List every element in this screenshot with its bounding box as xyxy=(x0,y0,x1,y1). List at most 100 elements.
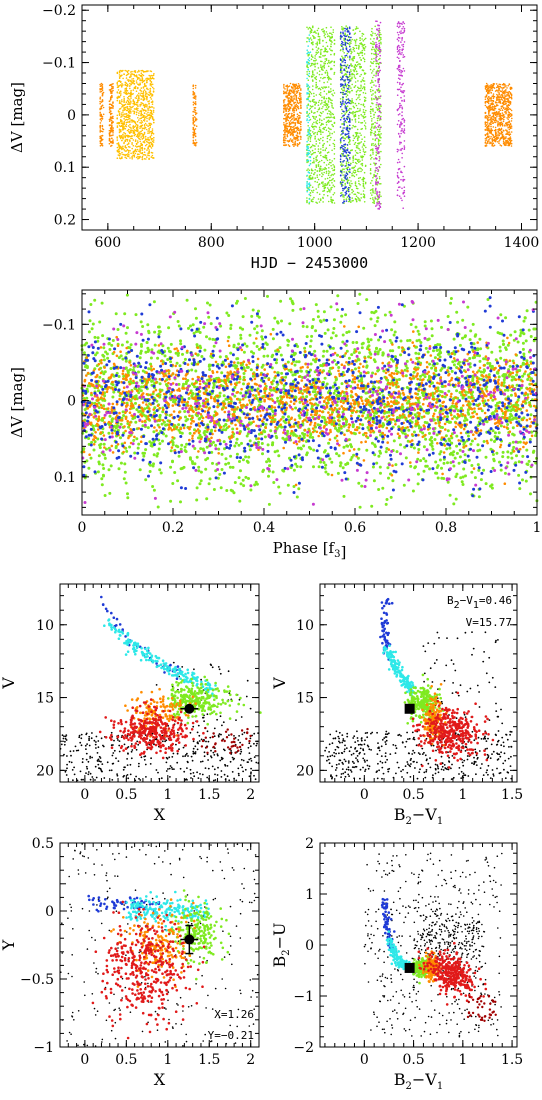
p1-point xyxy=(111,126,113,128)
p1-point xyxy=(316,174,319,176)
p1-point xyxy=(371,194,373,196)
p1-point xyxy=(325,93,328,95)
p1-point xyxy=(287,100,290,103)
p1-point xyxy=(356,145,359,147)
p1-point xyxy=(356,128,359,131)
p1-point xyxy=(344,43,347,45)
p1-point xyxy=(346,115,349,118)
p1-point xyxy=(120,102,122,105)
p1-point xyxy=(501,135,504,137)
p1-point xyxy=(126,140,129,142)
p1-point xyxy=(397,69,400,71)
p1-point xyxy=(343,103,346,105)
p1-point xyxy=(131,78,133,80)
p1-point xyxy=(100,135,103,137)
p1-point xyxy=(321,68,323,70)
p1-point xyxy=(133,131,136,133)
p1-point xyxy=(342,76,344,78)
p1-point xyxy=(360,66,363,68)
p1-point xyxy=(321,119,323,122)
p1-point xyxy=(101,87,104,89)
p1-point xyxy=(135,75,138,78)
p1-point xyxy=(376,119,379,122)
p1-point xyxy=(322,123,324,125)
p1-point xyxy=(138,132,140,135)
p1-point xyxy=(129,157,131,159)
p1-point xyxy=(101,83,104,86)
p1-point xyxy=(285,127,287,130)
p1-point xyxy=(330,188,332,191)
p1-point xyxy=(399,31,401,33)
p1-point xyxy=(287,119,290,122)
p1-point xyxy=(288,112,291,115)
p1-point xyxy=(398,167,401,170)
p1-point xyxy=(145,105,147,108)
p1-point xyxy=(501,115,504,117)
p1-point xyxy=(346,133,349,135)
p1-point xyxy=(331,167,333,170)
p1-point xyxy=(146,156,148,158)
p1-point xyxy=(314,148,317,150)
p1-point xyxy=(116,139,119,141)
p1-point xyxy=(372,110,374,112)
p1-point xyxy=(109,140,112,143)
p1-point xyxy=(291,115,293,118)
p1-point xyxy=(308,127,311,129)
p1-point xyxy=(362,148,365,150)
p1-point xyxy=(403,165,406,168)
p1-point xyxy=(293,125,295,128)
p1-point xyxy=(374,131,377,133)
p1-point xyxy=(125,113,128,115)
p1-point xyxy=(399,136,401,138)
p1-point xyxy=(510,120,513,122)
p1-point xyxy=(135,135,138,138)
p1-point xyxy=(348,58,351,61)
p1-point xyxy=(372,81,374,83)
p1-point xyxy=(143,82,146,85)
p1-point xyxy=(101,138,104,141)
p1-point xyxy=(126,107,129,110)
p1-point xyxy=(118,128,121,131)
p1-point xyxy=(144,136,147,138)
p1-point xyxy=(359,39,361,42)
p1-point xyxy=(322,106,324,108)
p1-point xyxy=(307,79,310,81)
p1-point xyxy=(377,80,379,82)
p1-point xyxy=(360,84,362,87)
p1-point xyxy=(285,137,287,140)
p1-point xyxy=(342,83,344,86)
p1-point xyxy=(333,139,336,142)
p1-point xyxy=(288,92,291,95)
p1-point xyxy=(99,142,102,144)
p1-point xyxy=(329,159,331,161)
p1-point xyxy=(121,156,123,159)
p1-point xyxy=(344,182,347,185)
p1-point xyxy=(346,76,349,79)
p1-point xyxy=(127,116,130,119)
p1-point xyxy=(344,165,347,167)
p1-point xyxy=(484,121,487,123)
p1-point xyxy=(361,69,364,71)
p1-point xyxy=(152,139,155,141)
p1-point xyxy=(330,78,332,80)
p1-point xyxy=(342,153,344,155)
p1-point xyxy=(320,77,322,79)
p1-point xyxy=(339,64,342,66)
p1-point xyxy=(111,87,113,89)
p1-point xyxy=(498,110,500,113)
p1-point xyxy=(148,118,151,121)
p1-point xyxy=(373,37,375,40)
p1-point xyxy=(121,100,123,103)
p1-point xyxy=(503,116,506,118)
p1-point xyxy=(363,124,366,127)
p1-point xyxy=(322,146,324,149)
p1-point xyxy=(100,107,103,110)
p1-point xyxy=(147,137,149,139)
p1-point xyxy=(372,197,374,199)
p1-point xyxy=(346,50,349,52)
p1-point xyxy=(102,106,105,109)
p1-point xyxy=(358,117,360,120)
p1-point xyxy=(322,201,324,203)
p1-point xyxy=(308,70,311,73)
p1-point xyxy=(401,106,403,109)
